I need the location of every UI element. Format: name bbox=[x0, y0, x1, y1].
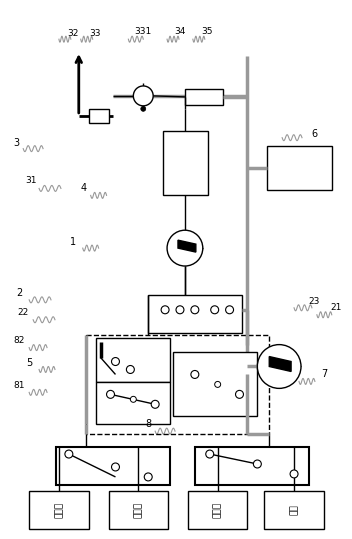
Bar bbox=[264, 491, 324, 529]
Bar bbox=[185, 89, 222, 105]
Text: 22: 22 bbox=[18, 308, 29, 317]
Circle shape bbox=[141, 106, 146, 112]
Text: 32: 32 bbox=[67, 29, 78, 38]
Text: 1: 1 bbox=[70, 237, 76, 247]
Circle shape bbox=[161, 306, 169, 314]
Text: 6: 6 bbox=[312, 129, 318, 139]
Text: 35: 35 bbox=[201, 27, 213, 36]
Bar bbox=[96, 382, 170, 424]
Bar bbox=[163, 131, 208, 195]
Bar bbox=[148, 295, 243, 333]
Bar bbox=[86, 335, 269, 434]
Polygon shape bbox=[269, 357, 291, 371]
Text: 33: 33 bbox=[89, 29, 100, 38]
Text: 3: 3 bbox=[13, 137, 19, 148]
Circle shape bbox=[176, 306, 184, 314]
Text: 清洗液: 清洗液 bbox=[213, 502, 222, 518]
Circle shape bbox=[112, 357, 119, 365]
Circle shape bbox=[191, 306, 199, 314]
Circle shape bbox=[211, 306, 219, 314]
Circle shape bbox=[226, 306, 233, 314]
Circle shape bbox=[112, 463, 119, 471]
Text: 清洗液: 清洗液 bbox=[134, 502, 143, 518]
Circle shape bbox=[235, 390, 244, 398]
Circle shape bbox=[107, 390, 114, 398]
Circle shape bbox=[290, 470, 298, 478]
Bar bbox=[195, 447, 309, 485]
Bar bbox=[96, 337, 170, 382]
Circle shape bbox=[167, 230, 203, 266]
Bar bbox=[188, 491, 247, 529]
Text: 4: 4 bbox=[81, 183, 87, 194]
Bar bbox=[267, 146, 332, 190]
Text: 331: 331 bbox=[134, 27, 152, 36]
Circle shape bbox=[133, 86, 153, 106]
Circle shape bbox=[65, 450, 73, 458]
Text: 样品: 样品 bbox=[290, 505, 298, 515]
Polygon shape bbox=[178, 240, 196, 252]
Text: 2: 2 bbox=[16, 288, 23, 298]
Circle shape bbox=[126, 365, 134, 374]
Text: 23: 23 bbox=[308, 298, 320, 306]
Text: 34: 34 bbox=[174, 27, 186, 36]
Circle shape bbox=[151, 400, 159, 408]
Bar bbox=[56, 447, 170, 485]
Bar bbox=[29, 491, 89, 529]
Text: 31: 31 bbox=[25, 176, 37, 185]
Text: 稀释液: 稀释液 bbox=[55, 502, 63, 518]
Bar bbox=[89, 109, 108, 123]
Bar bbox=[173, 351, 257, 416]
Circle shape bbox=[144, 473, 152, 481]
Circle shape bbox=[191, 370, 199, 378]
Text: 82: 82 bbox=[14, 336, 25, 345]
Bar bbox=[108, 491, 168, 529]
Text: 5: 5 bbox=[26, 357, 32, 368]
Circle shape bbox=[215, 382, 221, 388]
Text: 81: 81 bbox=[13, 381, 25, 390]
Text: 8: 8 bbox=[145, 419, 151, 429]
Circle shape bbox=[253, 460, 261, 468]
Text: 21: 21 bbox=[330, 303, 341, 312]
Circle shape bbox=[206, 450, 214, 458]
Circle shape bbox=[257, 344, 301, 389]
Text: 7: 7 bbox=[321, 369, 327, 379]
Circle shape bbox=[130, 396, 136, 402]
